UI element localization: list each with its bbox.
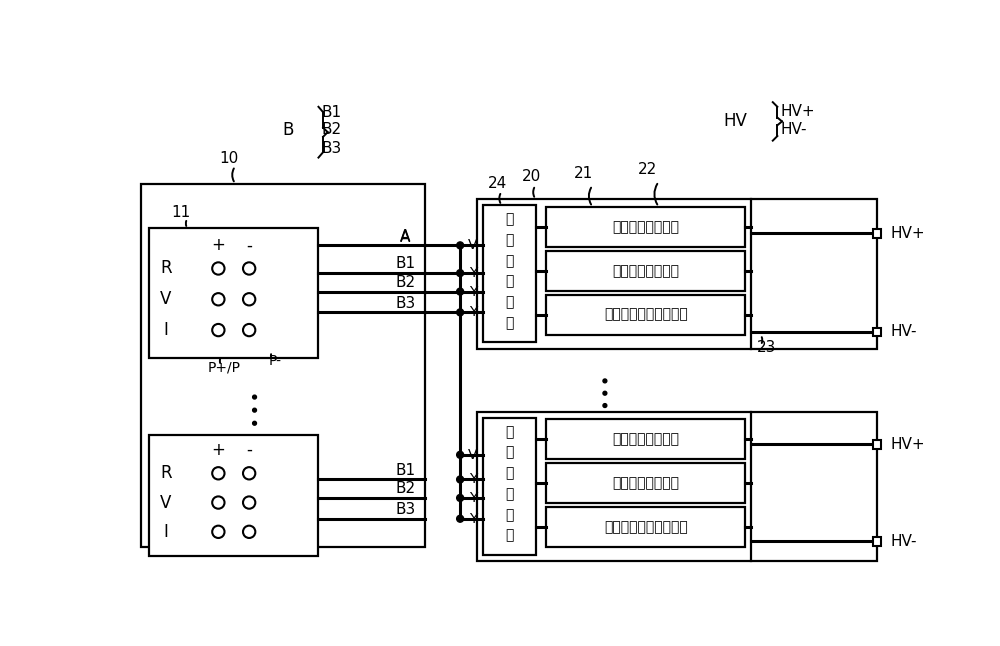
Text: -: - [246,236,252,255]
Text: B2: B2 [395,481,416,496]
Text: 23: 23 [757,340,776,355]
Text: A: A [400,229,411,244]
Text: 高压电压检测模块: 高压电压检测模块 [612,476,679,490]
Bar [873,328,881,336]
Text: +: + [211,441,225,459]
Text: P-: P- [269,354,282,368]
Bar [546,419,745,459]
Text: B1: B1 [322,105,342,120]
Circle shape [457,494,464,501]
Text: 高压纹波检测模块: 高压纹波检测模块 [612,220,679,234]
Text: 高压纹波检测模块: 高压纹波检测模块 [612,432,679,446]
Text: R: R [160,464,172,483]
Text: Y: Y [469,512,477,526]
Text: 高压电压检测模块: 高压电压检测模块 [612,264,679,278]
Text: 20: 20 [522,169,541,183]
Text: -: - [246,441,252,459]
Bar [477,199,877,349]
Text: 11: 11 [172,205,191,220]
Bar [141,183,425,547]
Text: V: V [160,290,172,308]
Circle shape [603,391,607,395]
Text: HV+: HV+ [891,437,925,452]
Bar [546,251,745,291]
Text: 块: 块 [505,316,514,330]
Text: I: I [164,523,168,541]
Text: Y: Y [469,306,477,319]
Text: B2: B2 [395,275,416,290]
Text: HV-: HV- [891,324,917,339]
Text: HV-: HV- [780,122,807,138]
Text: B3: B3 [322,141,342,156]
Circle shape [253,408,256,412]
Text: 转: 转 [505,254,514,268]
Text: Y: Y [469,285,477,298]
Text: 高压负载电流检测模块: 高压负载电流检测模块 [604,307,688,322]
Text: 块: 块 [505,528,514,543]
Text: 源: 源 [505,233,514,247]
Text: B3: B3 [395,502,416,517]
Bar [477,412,877,561]
Bar [149,229,318,358]
Text: 模: 模 [505,508,514,522]
Text: B1: B1 [395,256,416,271]
Circle shape [457,288,464,295]
Text: Y: Y [469,491,477,505]
Circle shape [603,404,607,408]
Circle shape [253,421,256,425]
Text: 电: 电 [505,424,514,439]
Text: 电: 电 [505,212,514,226]
Bar [149,435,318,556]
Bar [873,537,881,546]
Bar [546,207,745,247]
Circle shape [603,379,607,383]
Bar [546,507,745,547]
Bar [483,205,536,342]
Bar [873,229,881,238]
Circle shape [457,452,464,458]
Text: 22: 22 [638,162,657,178]
Text: 转: 转 [505,466,514,480]
Circle shape [457,242,464,249]
Text: 高压负载电流检测模块: 高压负载电流检测模块 [604,520,688,534]
Text: Y: Y [469,472,477,486]
Text: 源: 源 [505,446,514,459]
Text: B3: B3 [395,296,416,311]
Text: HV-: HV- [891,534,917,548]
Text: V: V [160,494,172,512]
Text: V: V [468,238,477,253]
Text: P+/P: P+/P [207,360,240,374]
Bar [483,418,536,555]
Text: +: + [211,236,225,255]
Text: Y: Y [469,266,477,280]
Text: B2: B2 [322,122,342,138]
Circle shape [253,395,256,399]
Text: 10: 10 [220,151,239,166]
Circle shape [457,516,464,522]
Text: 换: 换 [505,487,514,501]
Circle shape [457,309,464,316]
Text: 模: 模 [505,295,514,309]
Text: HV+: HV+ [891,225,925,240]
Text: 换: 换 [505,275,514,289]
Text: 21: 21 [574,166,593,182]
Circle shape [457,476,464,483]
Text: I: I [164,321,168,339]
Text: 24: 24 [487,176,507,191]
Text: V: V [468,448,477,462]
Text: R: R [160,260,172,278]
Text: B1: B1 [395,463,416,478]
Text: HV+: HV+ [780,104,815,119]
Bar [873,440,881,449]
Text: HV: HV [724,112,748,130]
Text: B: B [282,121,293,139]
Bar [546,295,745,335]
Bar [546,463,745,503]
Text: A: A [400,230,411,245]
Circle shape [457,269,464,276]
